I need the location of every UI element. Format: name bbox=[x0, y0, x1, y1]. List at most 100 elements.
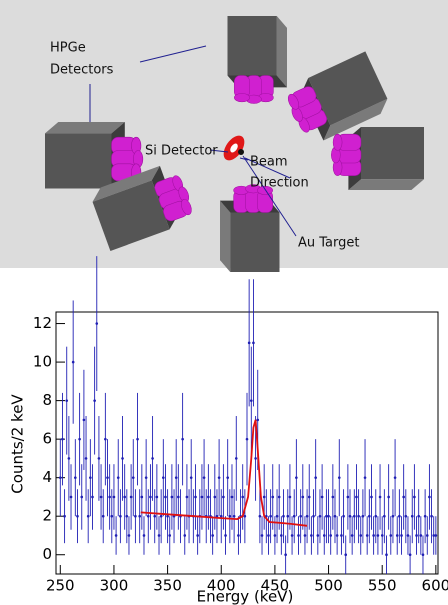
data-point bbox=[113, 496, 116, 499]
data-point bbox=[153, 515, 156, 518]
data-point bbox=[374, 515, 377, 518]
data-point bbox=[196, 534, 199, 537]
data-point bbox=[351, 534, 354, 537]
data-point bbox=[102, 515, 105, 518]
data-point bbox=[366, 534, 369, 537]
data-point bbox=[237, 534, 240, 537]
data-point bbox=[128, 534, 131, 537]
data-point bbox=[175, 476, 178, 479]
data-point bbox=[233, 515, 236, 518]
data-point bbox=[218, 476, 221, 479]
data-point bbox=[415, 534, 418, 537]
data-point bbox=[405, 515, 408, 518]
data-point bbox=[428, 496, 431, 499]
data-point bbox=[407, 534, 410, 537]
data-point bbox=[355, 496, 358, 499]
data-point bbox=[398, 515, 401, 518]
label: HPGe bbox=[50, 41, 86, 56]
data-point bbox=[80, 496, 83, 499]
data-point bbox=[61, 438, 64, 441]
x-tick-label: 350 bbox=[153, 577, 182, 595]
data-point bbox=[68, 457, 71, 460]
label: Detectors bbox=[50, 63, 114, 78]
data-point bbox=[297, 534, 300, 537]
x-tick-label: 600 bbox=[422, 577, 448, 595]
data-point bbox=[259, 515, 262, 518]
data-point bbox=[323, 534, 326, 537]
data-point bbox=[72, 361, 75, 364]
data-point bbox=[65, 399, 68, 402]
data-point bbox=[207, 496, 210, 499]
data-point bbox=[308, 496, 311, 499]
data-point bbox=[409, 553, 412, 556]
label: Direction bbox=[250, 176, 309, 191]
data-point bbox=[104, 438, 107, 441]
page: {"diagram": {"labels": ["HPGe", "Detecto… bbox=[0, 0, 448, 605]
data-point bbox=[224, 534, 227, 537]
x-tick-label: 550 bbox=[368, 577, 397, 595]
data-point bbox=[306, 515, 309, 518]
data-point bbox=[424, 515, 427, 518]
data-point bbox=[383, 515, 386, 518]
data-point bbox=[220, 515, 223, 518]
x-tick-label: 450 bbox=[261, 577, 290, 595]
data-point bbox=[201, 496, 204, 499]
data-point bbox=[340, 534, 343, 537]
y-tick-label: 4 bbox=[42, 468, 52, 486]
data-point bbox=[235, 457, 238, 460]
data-point bbox=[282, 515, 285, 518]
data-point bbox=[211, 534, 214, 537]
data-point bbox=[387, 496, 390, 499]
data-point bbox=[136, 438, 139, 441]
data-point bbox=[359, 534, 362, 537]
data-point bbox=[194, 496, 197, 499]
data-point bbox=[70, 496, 73, 499]
data-point bbox=[256, 419, 259, 422]
data-point bbox=[226, 476, 229, 479]
label: Beam bbox=[250, 155, 288, 170]
data-point bbox=[91, 496, 94, 499]
data-point bbox=[254, 457, 257, 460]
data-point bbox=[321, 496, 324, 499]
y-axis-label: Counts/2 keV bbox=[9, 394, 27, 494]
data-point bbox=[190, 476, 193, 479]
data-point bbox=[121, 457, 124, 460]
data-point bbox=[372, 534, 375, 537]
data-point bbox=[147, 515, 150, 518]
data-point bbox=[276, 515, 279, 518]
data-point bbox=[278, 496, 281, 499]
data-point bbox=[89, 476, 92, 479]
data-point bbox=[246, 438, 249, 441]
data-point bbox=[314, 476, 317, 479]
data-point bbox=[304, 534, 307, 537]
data-point bbox=[295, 476, 298, 479]
y-tick-label: 8 bbox=[42, 391, 52, 409]
data-point bbox=[261, 534, 264, 537]
data-point bbox=[130, 496, 133, 499]
data-point bbox=[59, 476, 62, 479]
data-point bbox=[119, 515, 122, 518]
data-point bbox=[319, 515, 322, 518]
data-point bbox=[250, 399, 253, 402]
data-point bbox=[435, 534, 438, 537]
data-point bbox=[138, 515, 141, 518]
data-point bbox=[183, 534, 186, 537]
data-point bbox=[134, 515, 137, 518]
data-point bbox=[329, 534, 332, 537]
data-point bbox=[93, 399, 96, 402]
data-point bbox=[310, 534, 313, 537]
data-point bbox=[162, 476, 165, 479]
data-point bbox=[181, 438, 184, 441]
data-point bbox=[145, 476, 148, 479]
data-point bbox=[420, 534, 423, 537]
data-point bbox=[241, 496, 244, 499]
data-point bbox=[231, 496, 234, 499]
data-point bbox=[123, 496, 126, 499]
data-point bbox=[342, 515, 345, 518]
data-point bbox=[317, 534, 320, 537]
data-point bbox=[400, 534, 403, 537]
data-point bbox=[149, 496, 152, 499]
data-point bbox=[280, 534, 283, 537]
data-point bbox=[203, 476, 206, 479]
